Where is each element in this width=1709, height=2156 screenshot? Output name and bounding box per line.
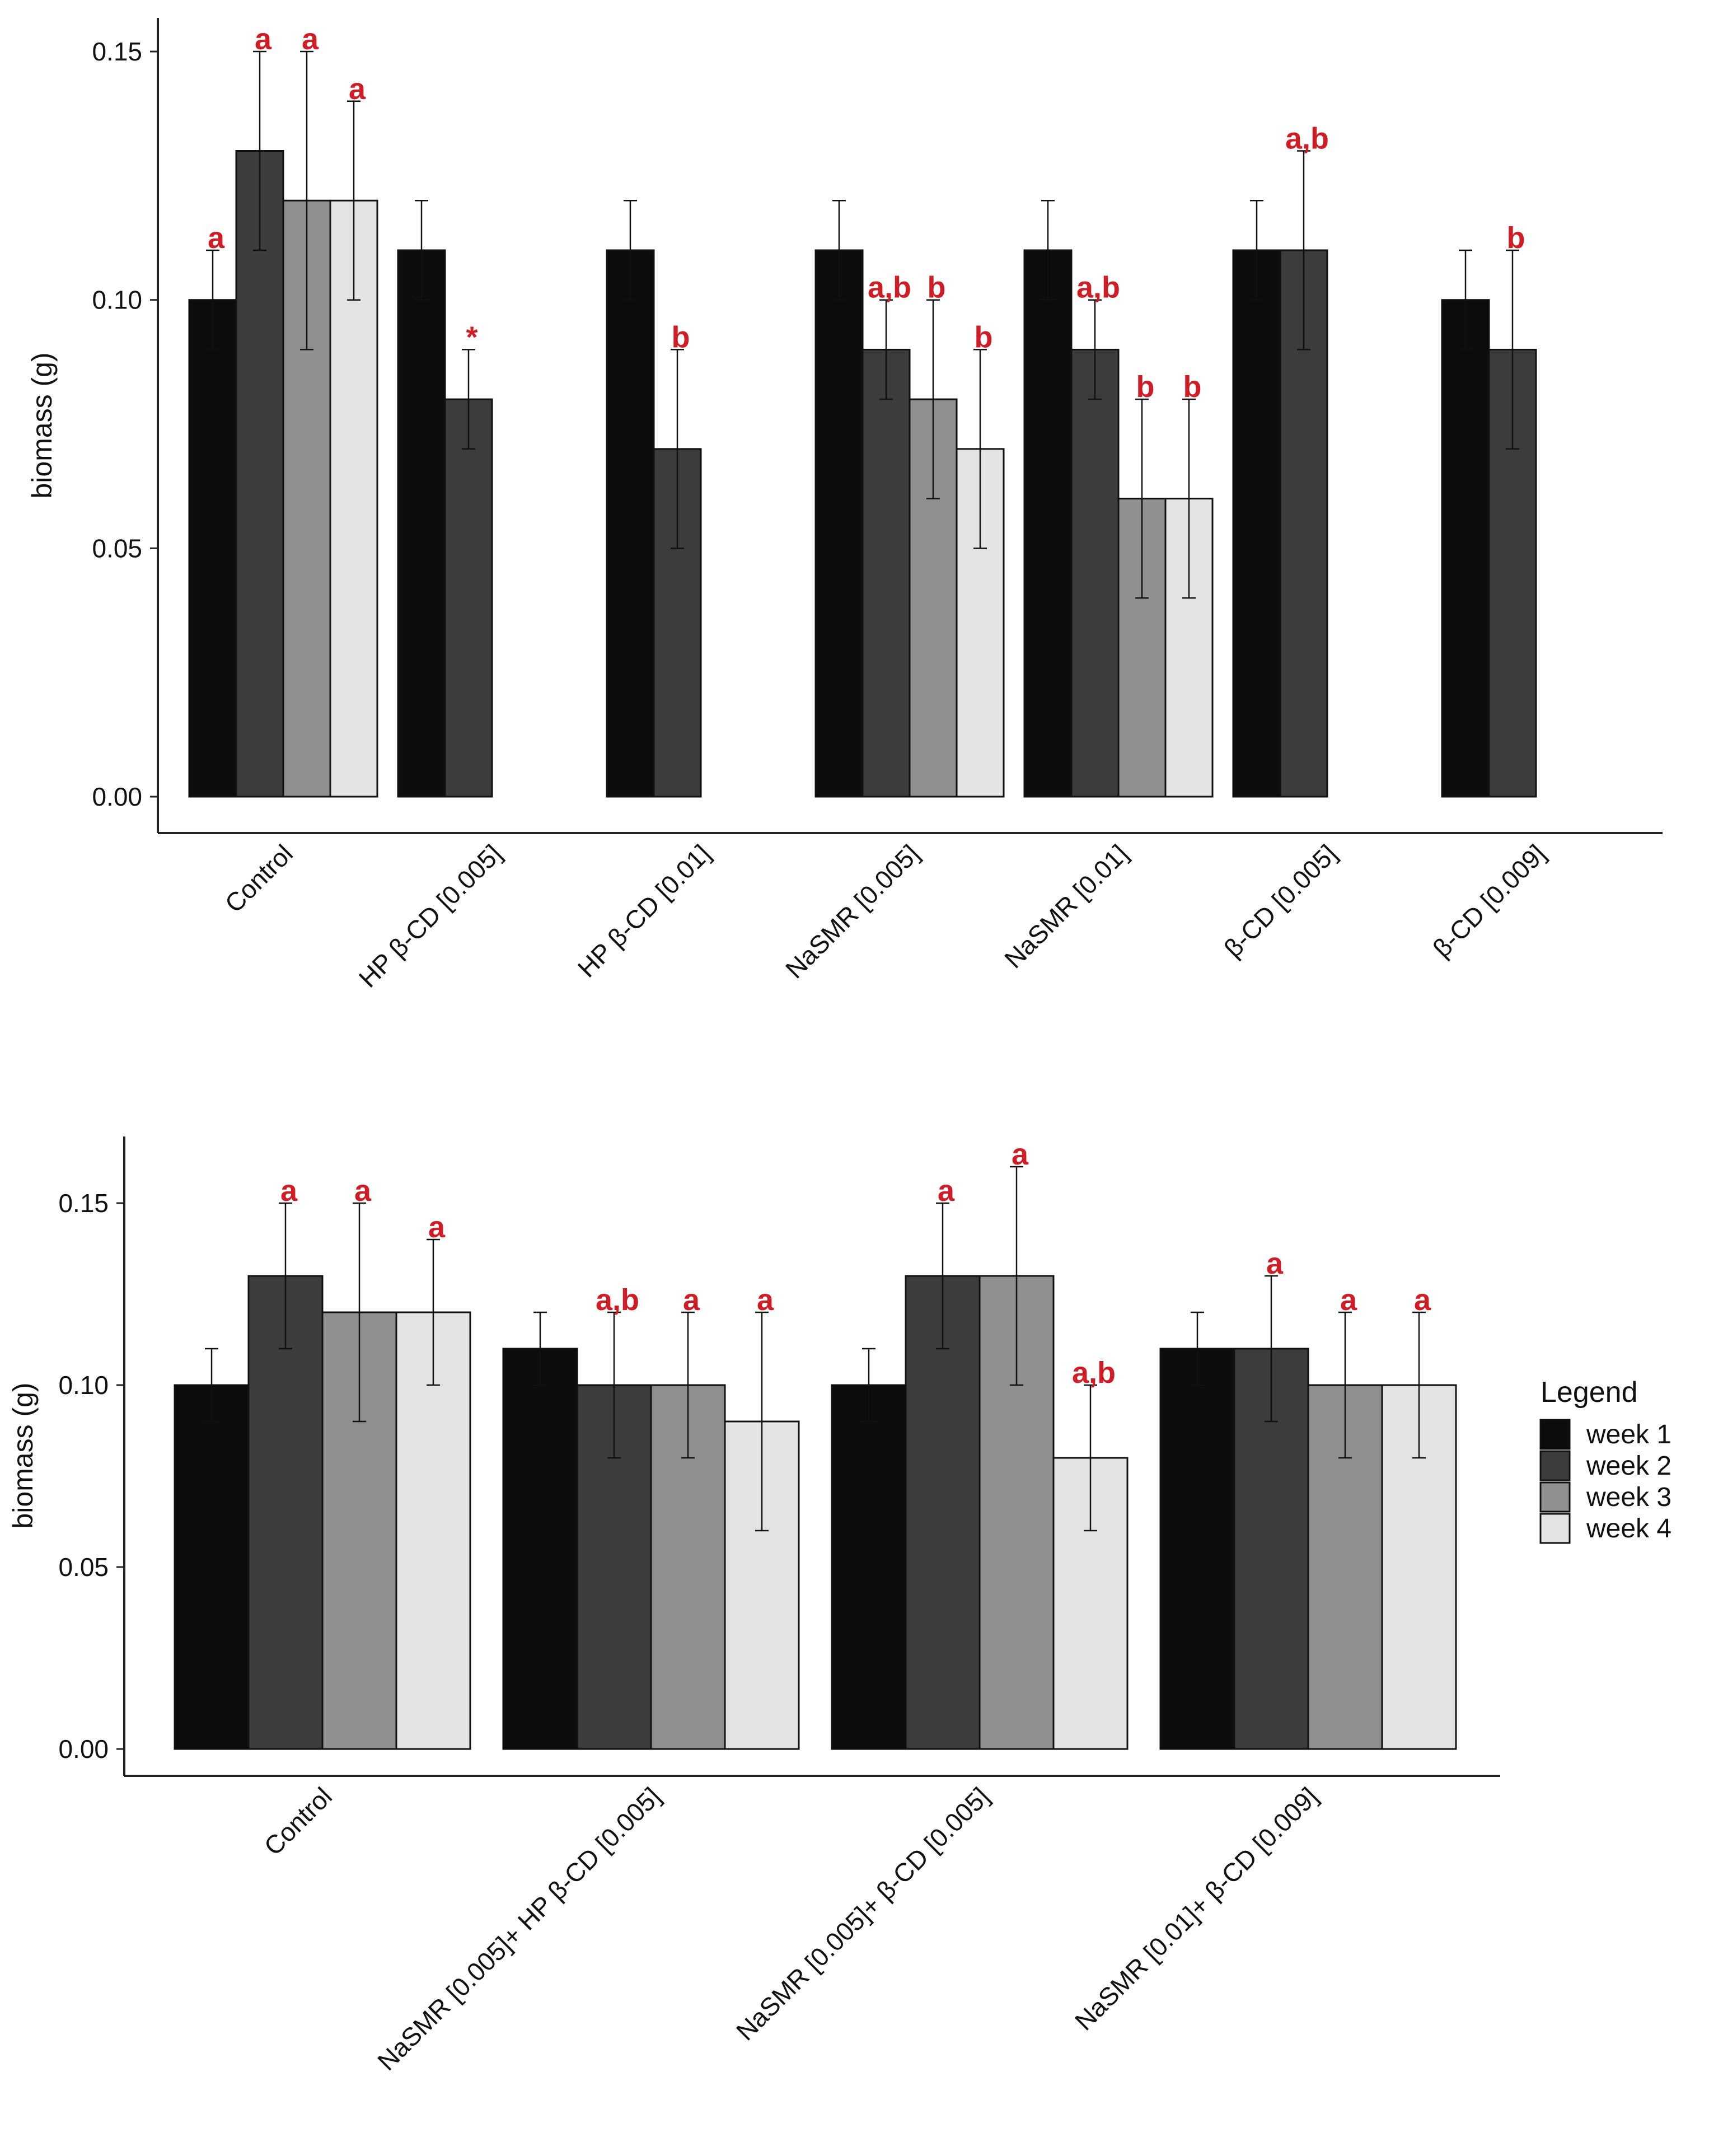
y-tick-label: 0.00 — [92, 782, 142, 811]
significance-label: a — [683, 1283, 700, 1317]
significance-label: a — [428, 1210, 446, 1244]
bar — [397, 249, 446, 798]
significance-label: a — [349, 72, 366, 106]
legend-swatch — [1539, 1450, 1571, 1481]
significance-label: b — [928, 271, 946, 305]
bar — [1023, 249, 1073, 798]
significance-label: b — [1507, 221, 1525, 255]
x-tick-label: β-CD [0.009] — [1427, 839, 1551, 963]
legend-swatch — [1539, 1419, 1571, 1450]
y-tick-label: 0.05 — [92, 534, 142, 563]
bar — [174, 1384, 250, 1750]
bar — [247, 1275, 324, 1750]
significance-label: a — [208, 221, 225, 255]
bar — [502, 1348, 578, 1750]
significance-label: a — [302, 22, 319, 56]
legend-entry: week 2 — [1586, 1451, 1671, 1481]
significance-label: b — [1136, 370, 1155, 404]
x-tick-label: NaSMR [0.01] — [999, 839, 1134, 974]
significance-label: a — [1340, 1283, 1357, 1317]
significance-label: b — [1183, 370, 1202, 404]
legend-swatch — [1539, 1513, 1571, 1544]
y-tick-label: 0.05 — [58, 1552, 109, 1582]
bar — [1441, 299, 1490, 798]
significance-label: a — [354, 1174, 372, 1208]
x-tick-label: Control — [219, 839, 298, 918]
bar — [905, 1275, 981, 1750]
significance-label: a,b — [596, 1283, 639, 1317]
significance-label: a — [280, 1174, 298, 1208]
significance-label: a,b — [1285, 122, 1329, 156]
bar — [1232, 249, 1281, 798]
x-tick-label: NaSMR [0.005]+ HP β-CD [0.005] — [372, 1781, 666, 2076]
significance-label: a — [757, 1283, 774, 1317]
bar — [444, 398, 493, 798]
significance-label: a — [1012, 1138, 1029, 1171]
bar — [861, 348, 911, 798]
y-tick-label: 0.00 — [58, 1734, 109, 1764]
bar — [606, 249, 655, 798]
bar — [1159, 1348, 1235, 1750]
x-tick-label: NaSMR [0.005]+ β-CD [0.005] — [731, 1781, 995, 2046]
y-tick-label: 0.10 — [92, 286, 142, 315]
significance-label: a,b — [1076, 271, 1120, 305]
y-tick-label: 0.15 — [58, 1189, 109, 1218]
significance-label: a — [938, 1174, 955, 1208]
bar — [814, 249, 864, 798]
legend-entry: week 4 — [1586, 1514, 1671, 1544]
y-axis-label: biomass (g) — [26, 352, 58, 498]
x-tick-label: NaSMR [0.01]+ β-CD [0.009] — [1069, 1781, 1323, 2036]
x-tick-label: HP β-CD [0.005] — [353, 839, 507, 993]
bar — [831, 1384, 907, 1750]
x-tick-label: HP β-CD [0.01] — [572, 839, 716, 983]
legend-swatch — [1539, 1481, 1571, 1513]
significance-label: a — [255, 22, 272, 56]
legend-entry: week 3 — [1586, 1482, 1671, 1512]
bar — [1070, 348, 1120, 798]
legend-title: Legend — [1541, 1376, 1638, 1409]
y-axis-label: biomass (g) — [7, 1382, 39, 1528]
bar — [724, 1420, 800, 1750]
significance-label: b — [975, 320, 993, 354]
y-tick-label: 0.15 — [92, 37, 142, 66]
significance-label: a — [1414, 1283, 1431, 1317]
significance-label: a — [1266, 1247, 1284, 1280]
x-tick-label: NaSMR [0.005] — [780, 839, 925, 984]
significance-label: b — [672, 320, 690, 354]
significance-label: a,b — [868, 271, 911, 305]
bar — [188, 299, 237, 798]
y-tick-label: 0.10 — [58, 1371, 109, 1400]
legend-entry: week 1 — [1586, 1420, 1671, 1449]
x-tick-label: β-CD [0.005] — [1218, 839, 1342, 963]
x-tick-label: Control — [258, 1781, 338, 1861]
significance-label: a,b — [1072, 1356, 1116, 1390]
significance-label: * — [466, 320, 477, 354]
